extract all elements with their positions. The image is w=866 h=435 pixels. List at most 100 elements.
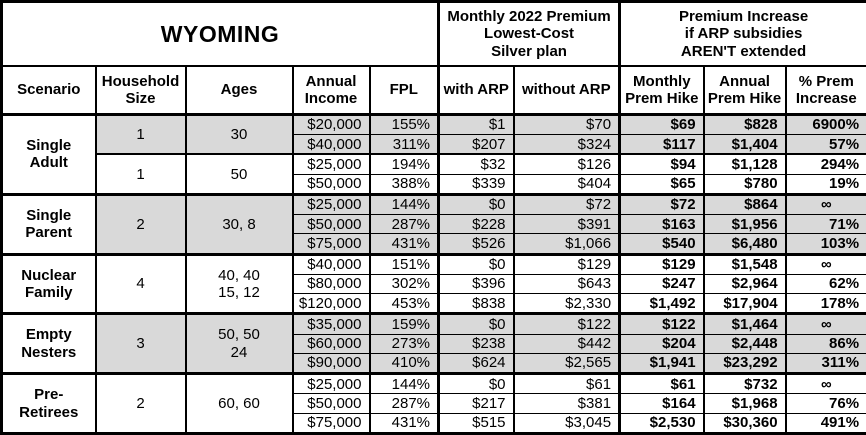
cell-ages: 40, 40 15, 12	[184, 252, 294, 314]
table-row: $50,000 287% $228 $391 $163 $1,956 71%	[2, 214, 866, 234]
cell-monthly-prem-hike: $247	[618, 273, 705, 294]
cell-annual-prem-hike: $864	[702, 192, 787, 215]
cell-fpl: 155%	[368, 112, 440, 135]
cell-fpl: 151%	[368, 252, 440, 275]
cell-fpl: 302%	[368, 273, 440, 294]
cell-annual-income: $20,000	[291, 112, 371, 135]
cell-monthly-prem-hike: $1,492	[618, 293, 705, 314]
cell-monthly-prem-hike: $94	[618, 153, 705, 175]
cell-without-arp: $2,330	[512, 293, 621, 314]
cell-annual-income: $35,000	[291, 312, 371, 335]
premium-section-header: Monthly 2022 Premium Lowest-Cost Silver …	[437, 1, 621, 66]
cell-household-size: 1	[94, 113, 187, 155]
cell-pct-prem-increase: ∞	[784, 192, 866, 215]
cell-household-size: 2	[94, 192, 187, 255]
table-row: $80,000 302% $396 $643 $247 $2,964 62%	[2, 273, 866, 294]
cell-fpl: 194%	[368, 153, 440, 175]
header-row-top: WYOMING Monthly 2022 Premium Lowest-Cost…	[0, 1, 866, 66]
column-header-ages: Ages	[184, 65, 294, 115]
cell-annual-prem-hike: $1,404	[702, 134, 787, 155]
cell-annual-prem-hike: $1,464	[702, 312, 787, 335]
cell-pct-prem-increase: 6900%	[784, 112, 866, 135]
cell-monthly-prem-hike: $61	[618, 372, 705, 394]
column-header-monthly-prem-hike: Monthly Prem Hike	[618, 65, 705, 115]
cell-ages: 30	[184, 113, 294, 155]
cell-scenario: Single Adult	[0, 113, 97, 195]
column-header-fpl: FPL	[368, 65, 440, 115]
cell-without-arp: $129	[512, 252, 621, 275]
cell-monthly-prem-hike: $65	[618, 173, 705, 195]
cell-without-arp: $122	[512, 312, 621, 335]
cell-with-arp: $32	[437, 153, 515, 175]
cell-without-arp: $1,066	[512, 233, 621, 255]
cell-monthly-prem-hike: $72	[618, 192, 705, 215]
cell-with-arp: $0	[437, 312, 515, 335]
cell-pct-prem-increase: ∞	[784, 252, 866, 275]
cell-pct-prem-increase: 62%	[784, 273, 866, 294]
column-header-pct-prem-increase: % Prem Increase	[784, 65, 866, 115]
cell-monthly-prem-hike: $164	[618, 393, 705, 414]
cell-without-arp: $126	[512, 153, 621, 175]
cell-household-size: 3	[94, 312, 187, 374]
table-row: $60,000 273% $238 $442 $204 $2,448 86%	[2, 333, 866, 354]
cell-scenario: Nuclear Family	[0, 252, 97, 314]
cell-annual-income: $75,000	[291, 412, 371, 434]
cell-monthly-prem-hike: $163	[618, 214, 705, 234]
cell-with-arp: $624	[437, 352, 515, 374]
cell-household-size: 4	[94, 252, 187, 314]
cell-monthly-prem-hike: $540	[618, 233, 705, 255]
cell-ages: 50	[184, 153, 294, 195]
cell-pct-prem-increase: 178%	[784, 293, 866, 314]
table-row: $90,000 410% $624 $2,565 $1,941 $23,292 311%	[2, 352, 866, 374]
cell-with-arp: $1	[437, 112, 515, 135]
table-row: $75,000 431% $526 $1,066 $540 $6,480 103%	[2, 233, 866, 255]
cell-fpl: 144%	[368, 372, 440, 394]
increase-section-header: Premium Increase if ARP subsidies AREN'T…	[618, 1, 866, 66]
cell-with-arp: $515	[437, 412, 515, 434]
cell-monthly-prem-hike: $117	[618, 134, 705, 155]
cell-household-size: 2	[94, 372, 187, 434]
table-row: Pre- Retirees 2 60, 60 $25,000 144% $0 $61 $61 $…	[0, 372, 866, 434]
cell-without-arp: $72	[512, 192, 621, 215]
cell-fpl: 410%	[368, 352, 440, 374]
cell-pct-prem-increase: 57%	[784, 134, 866, 155]
cell-annual-prem-hike: $30,360	[702, 412, 787, 434]
table-row: $120,000 453% $838 $2,330 $1,492 $17,904 178%	[2, 293, 866, 314]
cell-pct-prem-increase: 294%	[784, 153, 866, 175]
cell-fpl: 144%	[368, 192, 440, 215]
cell-annual-prem-hike: $1,956	[702, 214, 787, 234]
cell-with-arp: $217	[437, 393, 515, 414]
cell-monthly-prem-hike: $129	[618, 252, 705, 275]
cell-pct-prem-increase: 103%	[784, 233, 866, 255]
cell-fpl: 431%	[368, 412, 440, 434]
cell-fpl: 453%	[368, 293, 440, 314]
cell-monthly-prem-hike: $1,941	[618, 352, 705, 374]
cell-without-arp: $3,045	[512, 412, 621, 434]
cell-with-arp: $838	[437, 293, 515, 314]
column-header-household-size: Household Size	[94, 65, 187, 115]
cell-monthly-prem-hike: $2,530	[618, 412, 705, 434]
cell-annual-income: $40,000	[291, 134, 371, 155]
table-row: Nuclear Family 4 40, 40 15, 12 $40,000 151% $…	[0, 252, 866, 314]
cell-fpl: 287%	[368, 214, 440, 234]
column-header-without-arp: without ARP	[512, 65, 621, 115]
cell-annual-income: $75,000	[291, 233, 371, 255]
column-header-annual-income: Annual Income	[291, 65, 371, 115]
column-header-annual-prem-hike: Annual Prem Hike	[702, 65, 787, 115]
cell-with-arp: $238	[437, 333, 515, 354]
cell-annual-prem-hike: $23,292	[702, 352, 787, 374]
cell-with-arp: $0	[437, 252, 515, 275]
cell-with-arp: $0	[437, 372, 515, 394]
cell-scenario: Empty Nesters	[0, 312, 97, 374]
cell-fpl: 388%	[368, 173, 440, 195]
cell-ages: 30, 8	[184, 192, 294, 255]
cell-with-arp: $526	[437, 233, 515, 255]
table-row: $40,000 311% $207 $324 $117 $1,404 57%	[2, 134, 866, 155]
cell-pct-prem-increase: 19%	[784, 173, 866, 195]
cell-annual-prem-hike: $732	[702, 372, 787, 394]
cell-with-arp: $228	[437, 214, 515, 234]
cell-scenario: Single Parent	[0, 192, 97, 255]
cell-annual-prem-hike: $1,968	[702, 393, 787, 414]
cell-with-arp: $0	[437, 192, 515, 215]
